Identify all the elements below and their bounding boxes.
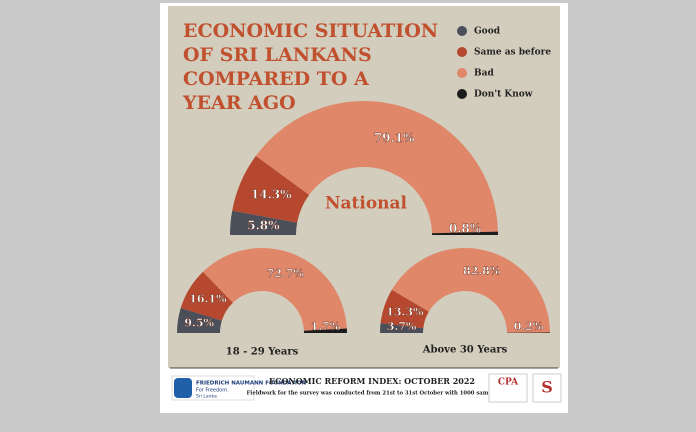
- org-sub: For Freedom.: [196, 388, 229, 394]
- segment: [177, 308, 222, 333]
- value-label: 79.1%: [374, 131, 415, 145]
- legend-swatch: [457, 26, 467, 36]
- logo-icon: [174, 378, 192, 398]
- legend-label: Don't Know: [474, 90, 533, 100]
- value-label: 0.2%: [514, 320, 544, 333]
- org-name: FRIEDRICH NAUMANN FOUNDATION: [196, 381, 307, 387]
- segment: [180, 271, 233, 321]
- chart-title: 18 - 29 Years: [226, 347, 299, 358]
- partner-name: CPA: [498, 378, 519, 388]
- legend-label: Bad: [474, 69, 494, 79]
- legend-swatch: [457, 47, 467, 57]
- segment: [431, 231, 498, 235]
- title-line: ECONOMIC SITUATION: [183, 20, 438, 42]
- legend-label: Good: [474, 27, 501, 37]
- title-line: OF SRI LANKANS: [183, 44, 372, 66]
- chart-title: National: [325, 194, 408, 214]
- legend-label: Same as before: [474, 48, 551, 58]
- segment: [303, 328, 347, 333]
- legend-swatch: [457, 68, 467, 78]
- value-label: 82.8%: [463, 265, 501, 278]
- title-line: YEAR AGO: [182, 92, 296, 114]
- segment: [380, 323, 424, 333]
- segment: [255, 101, 498, 234]
- org-country: Sri Lanka: [196, 394, 217, 400]
- segment: [230, 210, 298, 235]
- segment: [380, 289, 429, 329]
- segment: [506, 332, 550, 333]
- value-label: 3.7%: [387, 320, 417, 333]
- title-line: COMPARED TO A: [183, 68, 369, 90]
- partner-logo: [532, 373, 562, 403]
- value-label: 13.3%: [386, 306, 424, 319]
- segment: [232, 155, 310, 223]
- partner-logo: [488, 373, 528, 403]
- value-label: 16.1%: [189, 293, 227, 306]
- value-label: 14.3%: [251, 188, 292, 202]
- segment: [391, 247, 550, 333]
- legend-swatch: [457, 89, 467, 99]
- value-label: 0.8%: [449, 222, 482, 236]
- chart-title: Above 30 Years: [422, 345, 508, 356]
- value-label: 72.7%: [267, 267, 305, 280]
- partner-icon: S: [541, 378, 553, 397]
- segment: [203, 247, 347, 331]
- infographic-bg: [168, 6, 560, 368]
- value-label: 5.8%: [247, 218, 280, 232]
- footer-heading: ECONOMIC REFORM INDEX: OCTOBER 2022: [269, 376, 475, 386]
- footer-note: Fieldwork for the survey was conducted f…: [247, 391, 499, 397]
- value-label: 1.7%: [311, 320, 341, 333]
- value-label: 9.5%: [184, 317, 214, 330]
